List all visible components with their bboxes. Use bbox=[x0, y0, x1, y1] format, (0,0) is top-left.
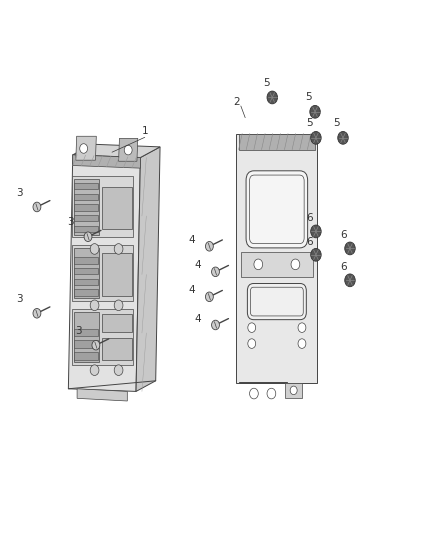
Polygon shape bbox=[68, 155, 141, 391]
Polygon shape bbox=[239, 382, 287, 383]
Text: 1: 1 bbox=[141, 126, 148, 136]
Text: 6: 6 bbox=[307, 213, 313, 223]
Text: 6: 6 bbox=[341, 230, 347, 240]
Polygon shape bbox=[74, 329, 98, 336]
Polygon shape bbox=[239, 134, 315, 150]
Circle shape bbox=[298, 323, 306, 333]
Polygon shape bbox=[74, 225, 98, 232]
Polygon shape bbox=[77, 389, 127, 401]
Polygon shape bbox=[74, 268, 98, 274]
Polygon shape bbox=[74, 248, 99, 298]
Circle shape bbox=[33, 309, 41, 318]
Circle shape bbox=[254, 259, 263, 270]
Circle shape bbox=[311, 132, 321, 144]
Polygon shape bbox=[102, 187, 132, 229]
Text: 2: 2 bbox=[233, 96, 240, 107]
Polygon shape bbox=[74, 352, 98, 360]
FancyBboxPatch shape bbox=[246, 171, 307, 248]
Polygon shape bbox=[72, 245, 133, 301]
Text: 6: 6 bbox=[307, 237, 313, 247]
Text: 6: 6 bbox=[341, 262, 347, 272]
Circle shape bbox=[80, 144, 88, 154]
Polygon shape bbox=[136, 147, 160, 391]
Text: 4: 4 bbox=[189, 286, 195, 295]
Text: 3: 3 bbox=[67, 217, 74, 228]
Polygon shape bbox=[74, 179, 99, 235]
Polygon shape bbox=[76, 136, 96, 160]
Circle shape bbox=[90, 244, 99, 254]
Polygon shape bbox=[74, 193, 98, 200]
Circle shape bbox=[114, 365, 123, 375]
Text: 3: 3 bbox=[16, 188, 23, 198]
Polygon shape bbox=[74, 183, 98, 189]
Polygon shape bbox=[74, 341, 98, 348]
Polygon shape bbox=[74, 279, 98, 285]
Polygon shape bbox=[73, 144, 160, 158]
Circle shape bbox=[290, 386, 297, 394]
Polygon shape bbox=[74, 312, 99, 362]
Circle shape bbox=[267, 388, 276, 399]
Circle shape bbox=[338, 132, 348, 144]
Text: 5: 5 bbox=[307, 118, 313, 128]
Circle shape bbox=[298, 339, 306, 349]
Polygon shape bbox=[102, 338, 132, 360]
Circle shape bbox=[205, 292, 213, 302]
Text: 3: 3 bbox=[16, 294, 23, 304]
Text: 5: 5 bbox=[334, 118, 340, 128]
Circle shape bbox=[291, 259, 300, 270]
Text: 5: 5 bbox=[306, 92, 312, 102]
Circle shape bbox=[248, 323, 256, 333]
Circle shape bbox=[33, 202, 41, 212]
Circle shape bbox=[92, 341, 100, 350]
Polygon shape bbox=[102, 314, 132, 332]
Circle shape bbox=[205, 241, 213, 251]
Circle shape bbox=[345, 242, 355, 255]
Circle shape bbox=[114, 244, 123, 254]
Polygon shape bbox=[285, 383, 302, 398]
Circle shape bbox=[248, 339, 256, 349]
FancyBboxPatch shape bbox=[247, 284, 306, 320]
Circle shape bbox=[311, 248, 321, 261]
Circle shape bbox=[90, 365, 99, 375]
Text: 3: 3 bbox=[75, 326, 82, 336]
Text: 4: 4 bbox=[195, 313, 201, 324]
Circle shape bbox=[124, 146, 132, 155]
Circle shape bbox=[267, 91, 278, 104]
Circle shape bbox=[311, 225, 321, 238]
Polygon shape bbox=[241, 252, 313, 277]
Circle shape bbox=[345, 274, 355, 287]
Circle shape bbox=[84, 232, 92, 241]
Polygon shape bbox=[119, 139, 138, 161]
Circle shape bbox=[212, 320, 219, 330]
Polygon shape bbox=[72, 309, 133, 365]
Text: 5: 5 bbox=[263, 78, 269, 88]
Polygon shape bbox=[74, 215, 98, 221]
Polygon shape bbox=[74, 289, 98, 296]
Circle shape bbox=[114, 300, 123, 311]
Circle shape bbox=[310, 106, 320, 118]
Polygon shape bbox=[74, 204, 98, 211]
Text: 4: 4 bbox=[189, 235, 195, 245]
Polygon shape bbox=[73, 155, 141, 168]
Circle shape bbox=[90, 300, 99, 311]
Polygon shape bbox=[237, 134, 317, 383]
Polygon shape bbox=[102, 253, 132, 296]
Circle shape bbox=[212, 267, 219, 277]
Polygon shape bbox=[72, 176, 133, 237]
Polygon shape bbox=[74, 257, 98, 264]
Text: 4: 4 bbox=[195, 261, 201, 270]
Circle shape bbox=[250, 388, 258, 399]
